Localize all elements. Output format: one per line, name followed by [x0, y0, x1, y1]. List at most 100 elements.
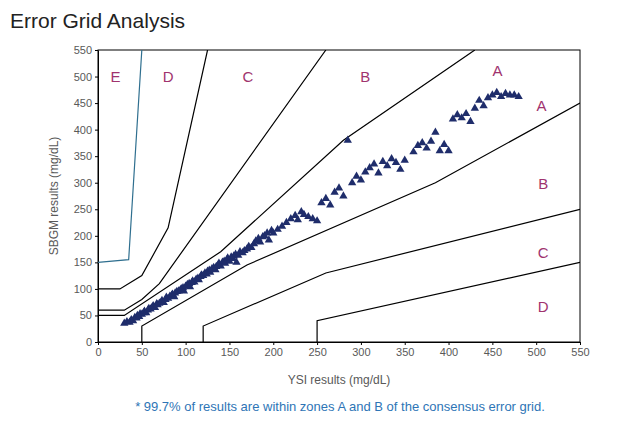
zone-line — [98, 50, 208, 289]
data-point — [265, 235, 273, 242]
zone-line — [98, 50, 142, 262]
data-point — [352, 172, 360, 179]
data-point — [322, 194, 330, 201]
zone-line — [98, 50, 326, 310]
zone-label: B — [360, 68, 370, 85]
x-tick: 450 — [484, 342, 502, 358]
data-point — [479, 101, 487, 108]
data-point — [431, 127, 439, 134]
y-tick-label: 550 — [74, 44, 92, 56]
y-tick: 300 — [74, 177, 98, 189]
x-tick: 350 — [396, 342, 414, 358]
plot-area — [98, 50, 580, 342]
zone-line — [98, 50, 475, 315]
x-tick-label: 100 — [177, 346, 195, 358]
x-tick-label: 300 — [352, 346, 370, 358]
x-axis: 0 50 100 150 200 250 300 350 400 450 500 550 — [95, 342, 589, 358]
data-point — [326, 200, 334, 207]
data-point — [475, 96, 483, 103]
data-point — [339, 191, 347, 198]
x-tick: 400 — [440, 342, 458, 358]
y-axis-title: SBGM results (mg/dL) — [47, 137, 61, 256]
data-point — [344, 135, 352, 142]
chart: Error Grid Analysis050100150200250300350… — [0, 0, 620, 447]
x-axis-title: YSI results (mg/dL) — [288, 373, 391, 387]
data-point — [440, 140, 448, 147]
x-tick-label: 250 — [308, 346, 326, 358]
data-point — [493, 88, 501, 95]
data-point — [444, 146, 452, 153]
x-tick: 550 — [571, 342, 589, 358]
data-point — [313, 216, 321, 223]
y-tick: 100 — [74, 283, 98, 295]
y-tick-label: 500 — [74, 71, 92, 83]
data-point — [422, 143, 430, 150]
x-tick: 0 — [95, 342, 101, 358]
y-tick-label: 0 — [86, 336, 92, 348]
y-tick-label: 400 — [74, 124, 92, 136]
zone-line — [317, 262, 580, 342]
zone-label: A — [536, 97, 546, 114]
y-tick-label: 350 — [74, 150, 92, 162]
y-axis: 050100150200250300350400450500550 — [74, 44, 99, 348]
zone-label: E — [111, 68, 121, 85]
zone-line — [203, 209, 580, 342]
zone-label: A — [493, 62, 503, 79]
data-point — [471, 104, 479, 111]
y-tick-label: 100 — [74, 283, 92, 295]
x-tick: 250 — [308, 342, 326, 358]
y-tick-label: 150 — [74, 256, 92, 268]
x-tick: 200 — [265, 342, 283, 358]
data-point — [514, 92, 522, 99]
data-point — [335, 183, 343, 190]
x-tick: 300 — [352, 342, 370, 358]
x-tick-label: 200 — [265, 346, 283, 358]
y-tick: 500 — [74, 71, 98, 83]
y-tick: 350 — [74, 150, 98, 162]
data-point — [232, 258, 240, 265]
data-point — [383, 161, 391, 168]
x-tick-label: 550 — [571, 346, 589, 358]
zone-label: D — [163, 68, 174, 85]
y-tick: 50 — [80, 309, 98, 321]
footnote: * 99.7% of results are within zones A an… — [135, 399, 545, 414]
data-point — [427, 137, 435, 144]
data-point — [466, 117, 474, 124]
x-tick: 150 — [221, 342, 239, 358]
data-point — [374, 168, 382, 175]
data-point — [379, 157, 387, 164]
data-point — [370, 159, 378, 166]
data-point — [396, 165, 404, 172]
x-tick-label: 350 — [396, 346, 414, 358]
plot-frame — [98, 50, 580, 342]
y-tick: 150 — [74, 256, 98, 268]
data-point — [418, 138, 426, 145]
data-point — [348, 178, 356, 185]
y-tick-label: 50 — [80, 309, 92, 321]
data-point — [436, 146, 444, 153]
y-tick-label: 300 — [74, 177, 92, 189]
zone-label: D — [538, 298, 549, 315]
x-tick-label: 450 — [484, 346, 502, 358]
x-tick-label: 500 — [528, 346, 546, 358]
zone-label: B — [538, 175, 548, 192]
data-point — [401, 156, 409, 163]
zone-label: C — [242, 68, 253, 85]
x-tick-label: 0 — [95, 346, 101, 358]
data-point — [357, 175, 365, 182]
x-tick: 50 — [136, 342, 148, 358]
y-tick: 0 — [86, 336, 98, 348]
zone-line — [142, 103, 580, 342]
x-tick-label: 400 — [440, 346, 458, 358]
x-tick: 500 — [528, 342, 546, 358]
x-tick-label: 50 — [136, 346, 148, 358]
data-point — [392, 158, 400, 165]
y-tick: 450 — [74, 97, 98, 109]
y-tick-label: 450 — [74, 97, 92, 109]
y-tick: 200 — [74, 230, 98, 242]
data-point — [409, 147, 417, 154]
data-point — [387, 154, 395, 161]
y-tick: 400 — [74, 124, 98, 136]
data-point — [462, 109, 470, 116]
y-tick-label: 200 — [74, 230, 92, 242]
